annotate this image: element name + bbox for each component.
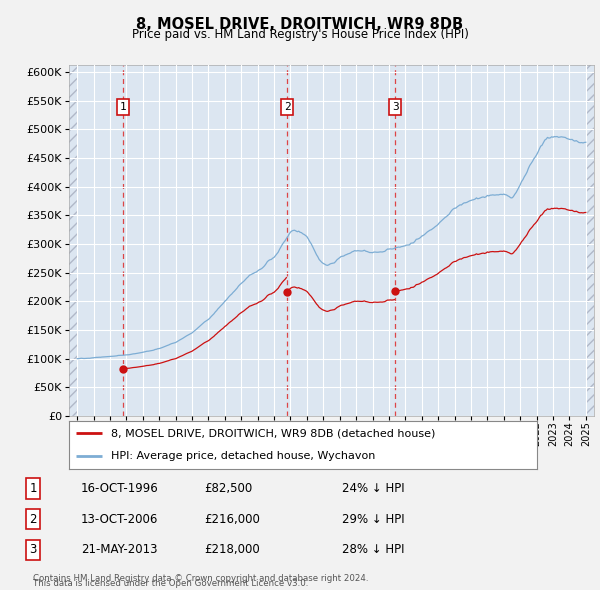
Text: £216,000: £216,000 — [204, 513, 260, 526]
Bar — [69, 65, 77, 416]
Text: 3: 3 — [29, 543, 37, 556]
Text: 13-OCT-2006: 13-OCT-2006 — [81, 513, 158, 526]
Text: £82,500: £82,500 — [204, 482, 252, 495]
Text: £218,000: £218,000 — [204, 543, 260, 556]
Text: 3: 3 — [392, 102, 398, 112]
Text: 16-OCT-1996: 16-OCT-1996 — [81, 482, 159, 495]
Text: This data is licensed under the Open Government Licence v3.0.: This data is licensed under the Open Gov… — [33, 579, 308, 588]
Text: 8, MOSEL DRIVE, DROITWICH, WR9 8DB (detached house): 8, MOSEL DRIVE, DROITWICH, WR9 8DB (deta… — [111, 428, 436, 438]
Text: 8, MOSEL DRIVE, DROITWICH, WR9 8DB: 8, MOSEL DRIVE, DROITWICH, WR9 8DB — [136, 17, 464, 31]
Text: HPI: Average price, detached house, Wychavon: HPI: Average price, detached house, Wych… — [111, 451, 376, 461]
Text: 1: 1 — [119, 102, 127, 112]
Text: 28% ↓ HPI: 28% ↓ HPI — [342, 543, 404, 556]
Text: 2: 2 — [29, 513, 37, 526]
Text: 21-MAY-2013: 21-MAY-2013 — [81, 543, 157, 556]
Text: Contains HM Land Registry data © Crown copyright and database right 2024.: Contains HM Land Registry data © Crown c… — [33, 574, 368, 583]
Text: 29% ↓ HPI: 29% ↓ HPI — [342, 513, 404, 526]
Text: Price paid vs. HM Land Registry's House Price Index (HPI): Price paid vs. HM Land Registry's House … — [131, 28, 469, 41]
Text: 2: 2 — [284, 102, 290, 112]
Bar — [586, 65, 594, 416]
Text: 24% ↓ HPI: 24% ↓ HPI — [342, 482, 404, 495]
Text: 1: 1 — [29, 482, 37, 495]
